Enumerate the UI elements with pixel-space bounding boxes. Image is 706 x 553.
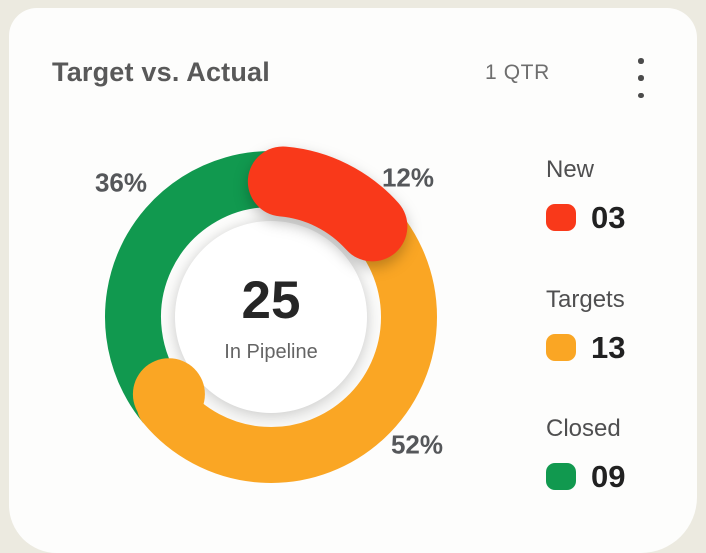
- period-selector[interactable]: 1 QTR: [485, 61, 550, 84]
- legend-entry-targets: Targets 13: [546, 287, 625, 363]
- kebab-menu-icon[interactable]: [633, 56, 649, 100]
- percent-label-closed: 36%: [94, 167, 148, 198]
- legend-value-closed: 09: [591, 459, 626, 494]
- legend-label-closed: Closed: [546, 415, 621, 442]
- percent-label-targets: 52%: [390, 429, 444, 460]
- legend-entry-new: New 03: [546, 157, 625, 233]
- donut-chart: [105, 146, 437, 483]
- percent-label-new: 12%: [381, 162, 435, 193]
- legend-value-new: 03: [591, 200, 626, 235]
- legend-swatch-targets: [546, 334, 576, 361]
- legend-entry-closed: Closed 09: [546, 416, 625, 492]
- card-title: Target vs. Actual: [52, 57, 270, 87]
- target-vs-actual-card: Target vs. Actual 1 QTR 25 In Pipeline 1…: [9, 8, 697, 553]
- legend-swatch-closed: [546, 463, 576, 490]
- legend-value-targets: 13: [591, 330, 626, 365]
- legend-label-new: New: [546, 156, 595, 183]
- legend-label-targets: Targets: [546, 286, 625, 313]
- legend-swatch-new: [546, 204, 576, 231]
